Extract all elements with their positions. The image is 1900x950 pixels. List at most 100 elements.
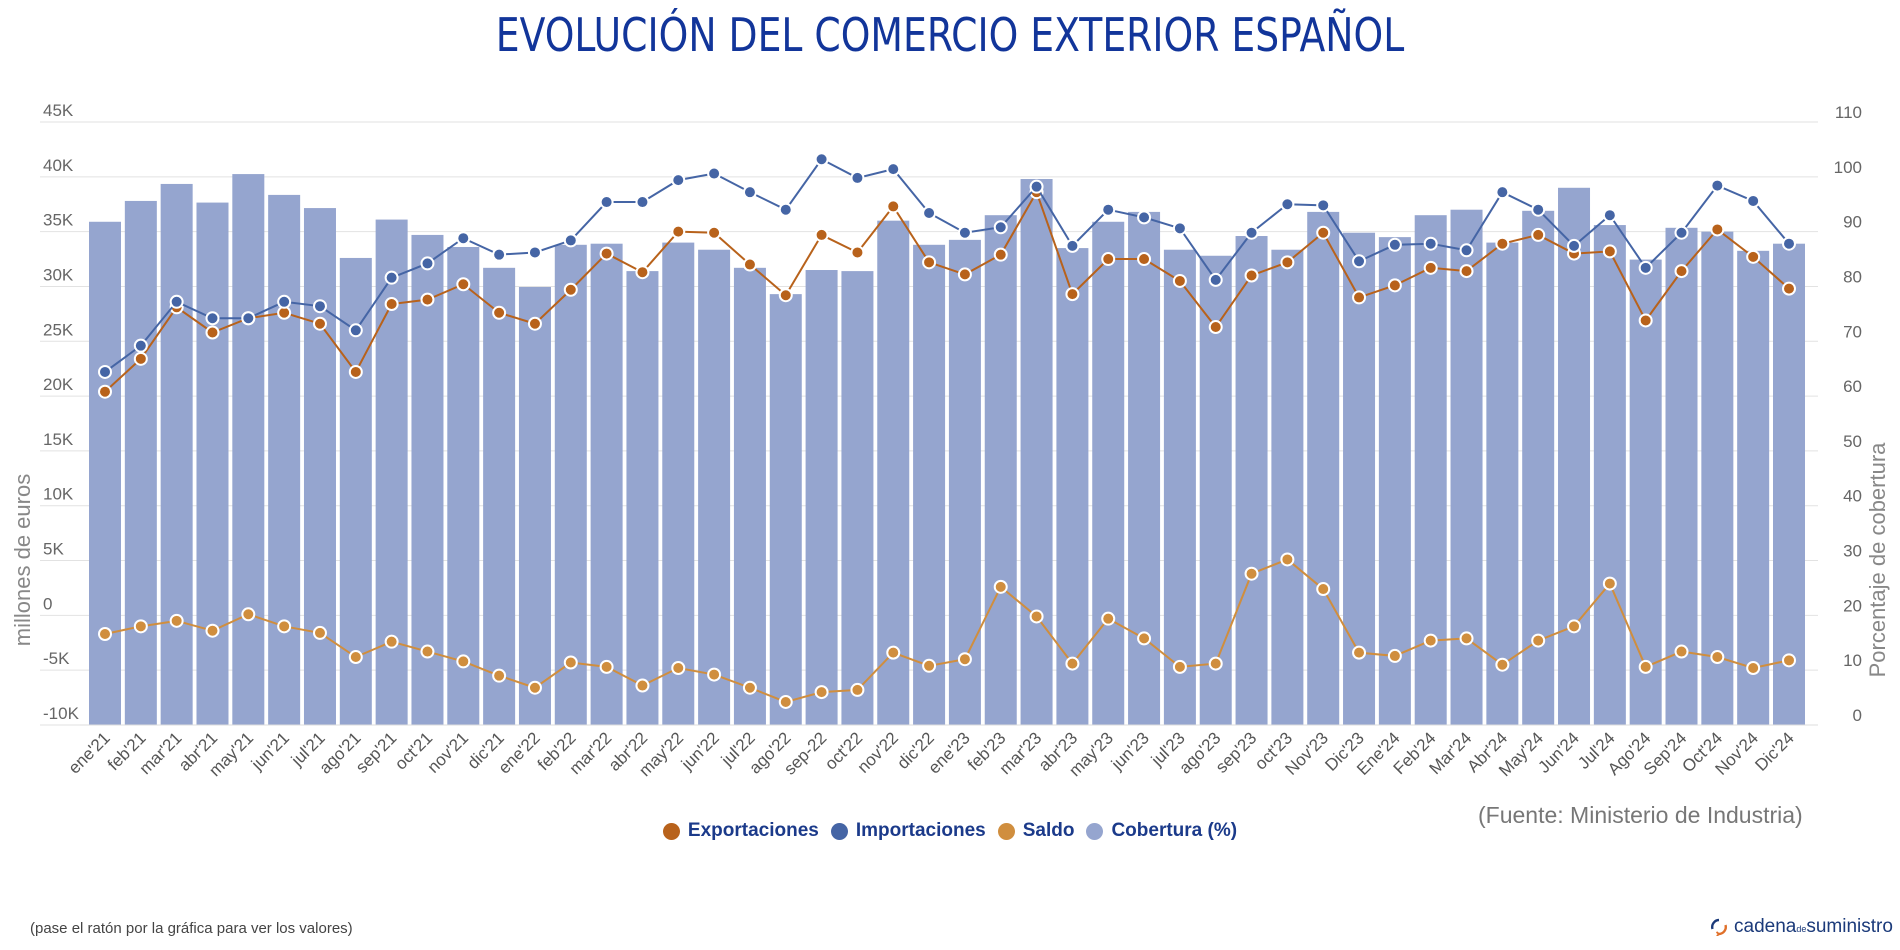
exportaciones-point[interactable] [886,199,901,214]
saldo-point[interactable] [1531,633,1546,648]
cobertura-bar[interactable] [268,194,301,725]
exportaciones-point[interactable] [492,305,507,320]
saldo-point[interactable] [456,654,471,669]
importaciones-point[interactable] [1172,221,1187,236]
cobertura-bar[interactable] [303,208,336,725]
exportaciones-point[interactable] [922,255,937,270]
exportaciones-point[interactable] [1602,244,1617,259]
cobertura-bar[interactable] [662,242,695,725]
cobertura-bar[interactable] [483,267,516,725]
saldo-point[interactable] [205,623,220,638]
exportaciones-point[interactable] [707,225,722,240]
exportaciones-point[interactable] [1244,268,1259,283]
cobertura-bar[interactable] [411,234,444,725]
importaciones-point[interactable] [993,220,1008,235]
exportaciones-point[interactable] [599,246,614,261]
exportaciones-point[interactable] [563,282,578,297]
cobertura-bar[interactable] [984,215,1017,725]
importaciones-point[interactable] [1674,225,1689,240]
saldo-point[interactable] [348,650,363,665]
importaciones-point[interactable] [384,270,399,285]
importaciones-point[interactable] [1746,193,1761,208]
importaciones-point[interactable] [814,152,829,167]
importaciones-point[interactable] [169,294,184,309]
exportaciones-point[interactable] [1782,281,1796,296]
cobertura-bar[interactable] [196,202,229,725]
saldo-point[interactable] [1746,660,1761,675]
exportaciones-point[interactable] [957,267,972,282]
importaciones-point[interactable] [886,162,901,177]
exportaciones-point[interactable] [671,224,686,239]
saldo-point[interactable] [312,625,327,640]
importaciones-point[interactable] [348,323,363,338]
saldo-point[interactable] [993,579,1008,594]
cobertura-bar[interactable] [1235,236,1268,725]
saldo-point[interactable] [635,678,650,693]
exportaciones-point[interactable] [1101,252,1116,267]
saldo-point[interactable] [957,652,972,667]
cobertura-bar[interactable] [1378,237,1411,726]
cobertura-bar[interactable] [626,271,659,725]
exportaciones-point[interactable] [1065,287,1080,302]
exportaciones-point[interactable] [635,265,650,280]
cobertura-bar[interactable] [1056,248,1089,725]
importaciones-point[interactable] [707,166,722,181]
legend-item-exportaciones[interactable]: Exportaciones [662,820,819,842]
importaciones-point[interactable] [1029,179,1044,194]
importaciones-point[interactable] [527,245,542,260]
exportaciones-point[interactable] [1280,255,1295,270]
saldo-point[interactable] [277,619,292,634]
cobertura-bar[interactable] [1773,243,1805,726]
exportaciones-point[interactable] [527,316,542,331]
importaciones-point[interactable] [98,364,112,379]
cobertura-bar[interactable] [1701,231,1734,726]
cobertura-bar[interactable] [232,174,265,725]
cobertura-bar[interactable] [1629,259,1662,725]
saldo-point[interactable] [814,685,829,700]
importaciones-point[interactable] [1387,237,1402,252]
importaciones-point[interactable] [1638,260,1653,275]
exportaciones-point[interactable] [1137,252,1152,267]
saldo-point[interactable] [420,644,435,659]
saldo-point[interactable] [1065,656,1080,671]
saldo-point[interactable] [1029,609,1044,624]
importaciones-point[interactable] [420,256,435,271]
saldo-point[interactable] [707,667,722,682]
importaciones-point[interactable] [1280,197,1295,212]
importaciones-point[interactable] [1782,236,1796,251]
saldo-point[interactable] [1782,653,1796,668]
exportaciones-point[interactable] [814,227,829,242]
importaciones-point[interactable] [1567,238,1582,253]
cobertura-bar[interactable] [805,270,838,725]
saldo-point[interactable] [1674,644,1689,659]
saldo-point[interactable] [778,694,793,709]
importaciones-point[interactable] [850,170,865,185]
saldo-point[interactable] [1137,631,1152,646]
saldo-point[interactable] [169,613,184,628]
importaciones-point[interactable] [1495,185,1510,200]
exportaciones-point[interactable] [850,245,865,260]
cobertura-bar[interactable] [590,243,623,726]
cobertura-bar[interactable] [841,271,874,725]
cobertura-bar[interactable] [518,287,551,725]
exportaciones-point[interactable] [384,296,399,311]
legend-item-cobertura[interactable]: Cobertura (%) [1086,820,1237,842]
importaciones-point[interactable] [1531,202,1546,217]
importaciones-point[interactable] [277,294,292,309]
exportaciones-point[interactable] [312,316,327,331]
importaciones-point[interactable] [1602,208,1617,223]
exportaciones-point[interactable] [742,257,757,272]
cobertura-bar[interactable] [1486,242,1519,725]
cobertura-bar[interactable] [447,246,480,725]
cobertura-bar[interactable] [1737,250,1770,725]
importaciones-point[interactable] [1065,238,1080,253]
cobertura-bar[interactable] [1271,249,1304,725]
exportaciones-point[interactable] [1674,264,1689,279]
saldo-point[interactable] [1280,552,1295,567]
saldo-point[interactable] [1208,656,1223,671]
exportaciones-point[interactable] [1316,225,1331,240]
exportaciones-point[interactable] [1638,313,1653,328]
exportaciones-point[interactable] [778,288,793,303]
exportaciones-point[interactable] [1352,290,1367,305]
